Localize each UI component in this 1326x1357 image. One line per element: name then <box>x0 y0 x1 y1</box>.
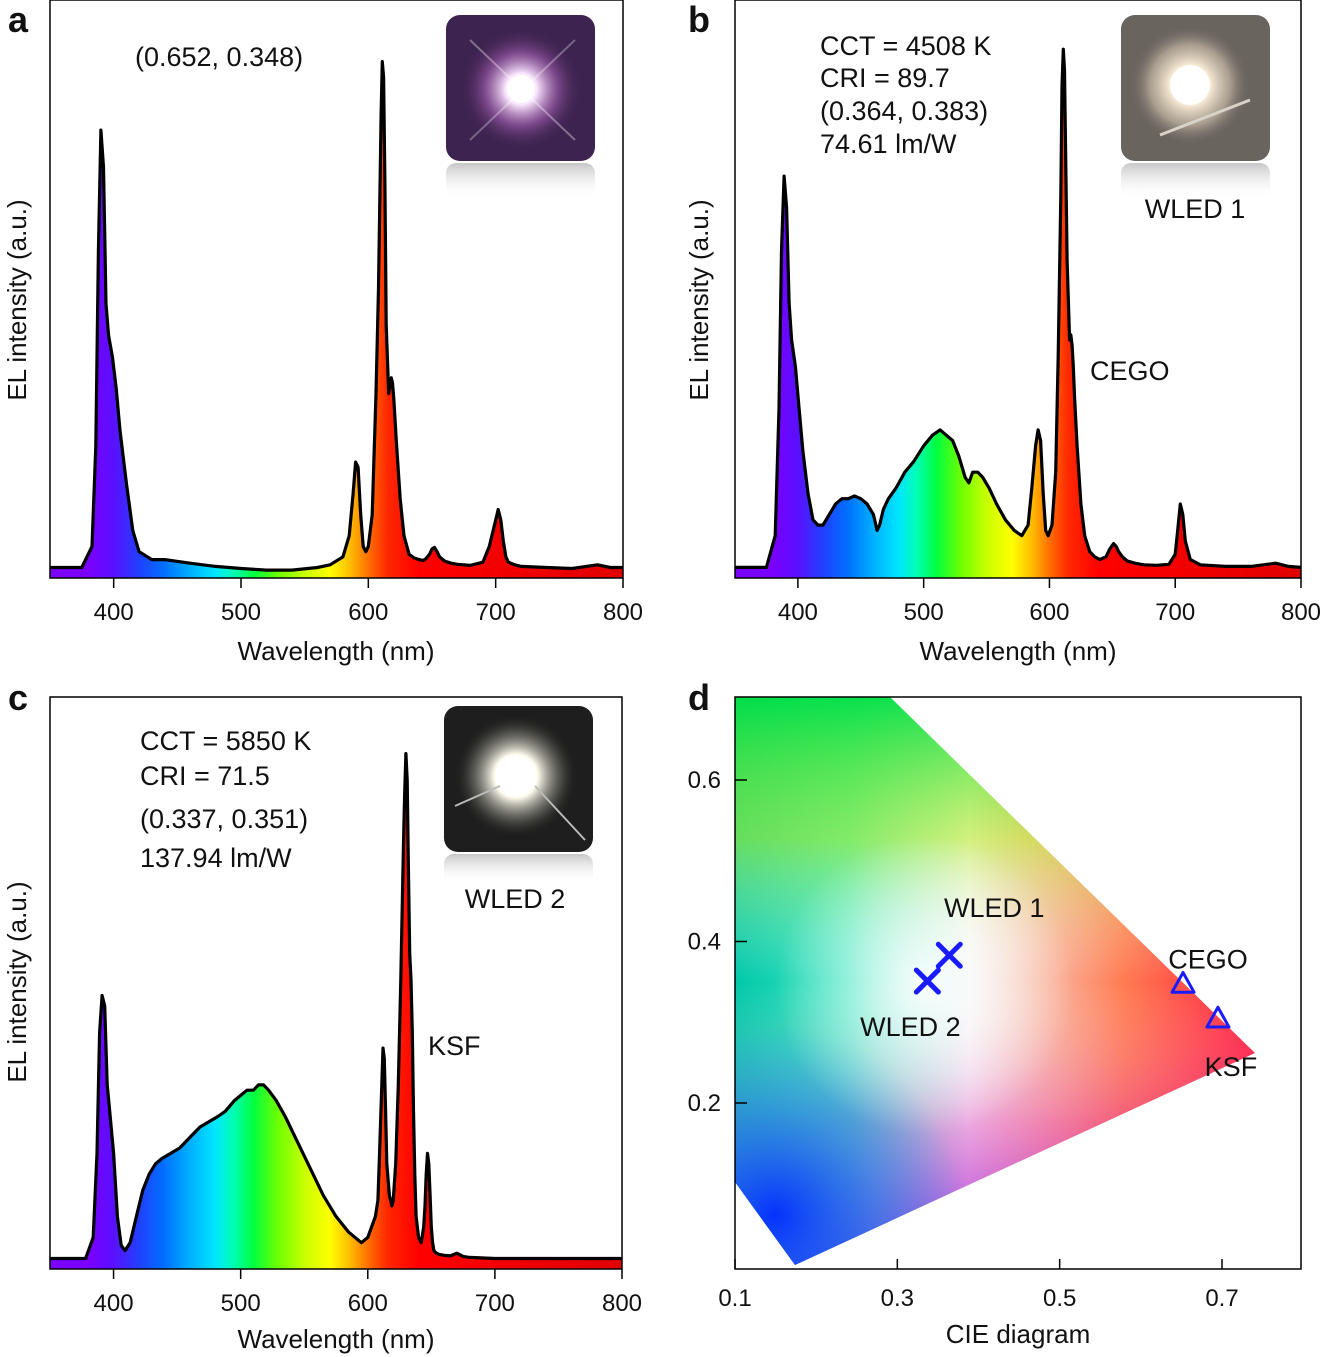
wled-2-marker <box>913 967 941 995</box>
wled-2-label: WLED 2 <box>860 1012 961 1042</box>
panel-a-xlabel: Wavelength (nm) <box>238 636 435 666</box>
panel-c-xtick-label: 500 <box>221 1290 261 1317</box>
panel-a-ylabel: EL intensity (a.u.) <box>2 199 32 400</box>
panel-d: d 0.1 0.3 0.5 0.7 0.2 0.4 0.6 CIE diagram WLE… <box>688 677 1302 1349</box>
panel-b-spectrum-line <box>735 47 1302 569</box>
panel-b-inset-caption: WLED 1 <box>1145 194 1246 224</box>
wled-1-label: WLED 1 <box>944 893 1045 923</box>
panel-c-spectrum-line <box>50 752 622 1261</box>
panel-c-xtick-label: 600 <box>348 1290 388 1317</box>
panel-b-xlabel: Wavelength (nm) <box>920 636 1117 666</box>
panel-c-spectrum-fill <box>50 753 622 1269</box>
panel-b-cego-label: CEGO <box>1090 356 1170 386</box>
panel-c-inset-photo <box>444 706 593 884</box>
ksf-marker <box>1205 1005 1231 1029</box>
panel-a-spectrum-fill <box>50 61 623 579</box>
panel-a-spectrum-line <box>50 60 623 572</box>
panel-d-yticks: 0.2 0.4 0.6 <box>688 767 747 1117</box>
panel-b-spectrum-fill <box>735 49 1301 578</box>
panel-label-c: c <box>8 677 28 718</box>
panel-a-inset-photo <box>446 15 595 199</box>
panel-b: b 400 500 600 700 800 Wavelength (nm) EL int… <box>684 0 1321 666</box>
panel-c-xlabel: Wavelength (nm) <box>238 1324 435 1354</box>
panel-label-b: b <box>688 0 710 40</box>
panel-b-efficacy: 74.61 lm/W <box>820 129 957 159</box>
panel-b-cri: CRI = 89.7 <box>820 63 950 93</box>
panel-b-xtick-label: 700 <box>1155 599 1195 626</box>
panel-d-axes-frame <box>734 696 1302 1270</box>
panel-a-xtick-label: 700 <box>476 599 516 626</box>
panel-c-xtick-label: 400 <box>94 1290 134 1317</box>
panel-c-cri: CRI = 71.5 <box>140 761 270 791</box>
panel-d-xticks: 0.1 0.3 0.5 0.7 <box>718 1259 1239 1312</box>
panel-c-coordinates: (0.337, 0.351) <box>140 804 308 834</box>
panel-a-axes-frame <box>49 0 624 579</box>
panel-c-xtick-label: 800 <box>602 1290 642 1317</box>
panel-a-xtick-label: 600 <box>348 599 388 626</box>
panel-b-xtick-label: 400 <box>778 599 818 626</box>
panel-a-coordinates: (0.652, 0.348) <box>135 42 303 72</box>
cego-label: CEGO <box>1168 944 1248 974</box>
panel-label-a: a <box>8 0 29 40</box>
panel-b-ylabel: EL intensity (a.u.) <box>684 199 714 400</box>
panel-d-ytick-label: 0.6 <box>688 767 721 794</box>
panel-c-xtick-label: 700 <box>475 1290 515 1317</box>
panel-c-cct: CCT = 5850 K <box>140 726 311 756</box>
panel-d-xtick-label: 0.5 <box>1043 1285 1076 1312</box>
cego-marker <box>1170 970 1196 994</box>
panel-a-xtick-label: 400 <box>94 599 134 626</box>
panel-b-axes-frame <box>734 0 1302 579</box>
panel-c-axes-frame <box>49 696 623 1270</box>
panel-d-ytick-label: 0.4 <box>688 929 721 956</box>
panel-c-inset-caption: WLED 2 <box>465 884 566 914</box>
panel-c-ylabel: EL intensity (a.u.) <box>2 881 32 1082</box>
panel-b-xtick-label: 800 <box>1281 599 1321 626</box>
panel-label-d: d <box>688 677 710 718</box>
panel-b-cct: CCT = 4508 K <box>820 31 991 61</box>
panel-b-xtick-label: 500 <box>904 599 944 626</box>
panel-d-ytick-label: 0.2 <box>688 1090 721 1117</box>
panel-d-xtick-label: 0.1 <box>718 1285 751 1312</box>
ksf-label: KSF <box>1205 1052 1258 1082</box>
panel-b-coordinates: (0.364, 0.383) <box>820 96 988 126</box>
panel-a-xtick-label: 800 <box>603 599 643 626</box>
panel-c: c 400 500 600 700 800 Wavelength (nm) EL int… <box>2 677 642 1354</box>
wled-1-marker <box>935 941 963 969</box>
panel-d-xlabel: CIE diagram <box>946 1319 1091 1349</box>
panel-d-xtick-label: 0.7 <box>1205 1285 1238 1312</box>
panel-b-inset-photo <box>1121 15 1270 199</box>
panel-c-ksf-label: KSF <box>428 1031 481 1061</box>
panel-b-xticks: 400 500 600 700 800 <box>778 578 1321 626</box>
panel-b-xtick-label: 600 <box>1029 599 1069 626</box>
panel-a: a 400 500 600 700 800 Wavelength (nm) EL int… <box>2 0 643 666</box>
panel-a-xticks: 400 500 600 700 800 <box>94 578 643 626</box>
panel-c-xticks: 400 500 600 700 800 <box>94 1269 642 1317</box>
panel-d-xtick-label: 0.3 <box>881 1285 914 1312</box>
panel-c-efficacy: 137.94 lm/W <box>140 843 292 873</box>
panel-d-markers: WLED 1 WLED 2 CEGO KSF <box>860 893 1257 1082</box>
panel-a-xtick-label: 500 <box>221 599 261 626</box>
